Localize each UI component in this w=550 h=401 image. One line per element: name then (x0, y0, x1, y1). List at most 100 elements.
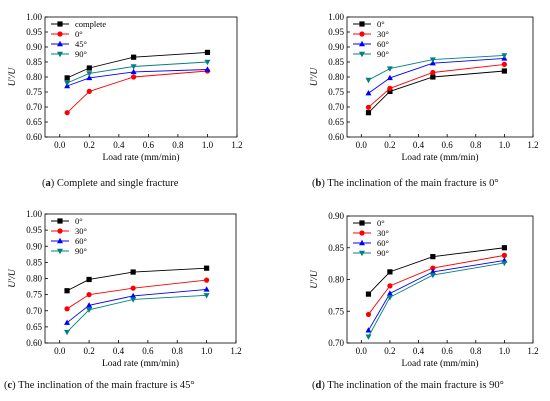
legend-marker (359, 230, 365, 236)
x-tick-label: 1.2 (527, 346, 538, 356)
legend-label: 45° (75, 39, 87, 49)
caption-b: (b) The inclination of the main fracture… (312, 178, 499, 189)
legend-label: 90° (75, 49, 87, 59)
legend-marker (57, 218, 63, 224)
data-point (86, 71, 93, 77)
y-tick-label: 0.80 (328, 275, 344, 285)
x-tick-label: 0.4 (413, 346, 425, 356)
series-1 (64, 277, 210, 312)
data-point (365, 291, 372, 297)
data-point (501, 61, 507, 67)
chart-a: 0.0 0.2 0.4 0.6 0.8 1.0 1.2 0.60 0.65 0.70 0.75 0.8… (8, 12, 243, 163)
series-3 (64, 293, 210, 336)
caption-a: (a) Complete and single fracture (42, 178, 179, 189)
legend: 0°30°60°90° (353, 218, 389, 258)
x-tick-label: 0.6 (442, 346, 454, 356)
data-point (501, 68, 507, 74)
y-tick-label: 0.90 (328, 211, 344, 221)
legend-marker (359, 21, 365, 27)
caption-d: (d) The inclination of the main fracture… (312, 380, 504, 391)
y-tick-label: 0.60 (26, 338, 42, 348)
y-axis-label: U′/U (8, 67, 18, 87)
y-tick-label: 0.75 (328, 306, 344, 316)
legend-label: 0° (75, 29, 83, 39)
data-point (429, 57, 436, 63)
y-axis-label: U′/U (310, 269, 320, 289)
data-point (130, 297, 137, 303)
data-point (501, 53, 508, 59)
legend-label: 60° (377, 238, 389, 248)
legend-marker (57, 21, 63, 27)
y-axis-label: U′/U (8, 268, 18, 288)
series-line (368, 262, 505, 337)
data-point (131, 74, 137, 80)
legend-label: 0° (75, 216, 83, 226)
y-tick-label: 0.70 (26, 306, 42, 316)
data-point (365, 104, 372, 110)
series-line (66, 279, 207, 310)
y-tick-label: 0.60 (26, 132, 42, 142)
data-point (387, 85, 393, 91)
legend-label: 30° (75, 226, 87, 236)
data-point (86, 302, 93, 308)
legend-label: complete (75, 19, 106, 29)
y-tick-label: 0.85 (26, 257, 42, 267)
data-point (130, 269, 136, 275)
x-tick-label: 0.8 (172, 346, 184, 356)
y-tick-label: 0.85 (328, 57, 344, 67)
data-point (386, 74, 393, 81)
x-tick-label: 0.0 (356, 140, 368, 150)
y-tick-label: 0.90 (26, 241, 42, 251)
x-tick-label: 0.0 (54, 346, 66, 356)
x-tick-label: 1.2 (231, 140, 242, 150)
data-point (501, 245, 507, 251)
series-2 (365, 257, 508, 333)
series-0 (365, 68, 507, 116)
series-1 (64, 68, 211, 116)
y-tick-label: 0.75 (328, 87, 344, 97)
y-tick-label: 0.75 (26, 87, 42, 97)
y-tick-label: 0.65 (26, 322, 42, 332)
legend-label: 90° (377, 49, 389, 59)
series-1 (365, 252, 507, 318)
series-2 (64, 66, 211, 89)
legend-marker (57, 248, 63, 255)
legend-marker (359, 51, 365, 58)
data-point (204, 66, 211, 72)
series-3 (64, 59, 211, 87)
series-3 (365, 260, 508, 340)
y-tick-label: 0.60 (328, 132, 344, 142)
legend-label: 90° (377, 248, 389, 258)
x-tick-label: 0.2 (84, 140, 95, 150)
y-tick-label: 0.95 (328, 27, 344, 37)
x-tick-label: 1.2 (527, 140, 538, 150)
y-tick-label: 0.80 (26, 72, 42, 82)
legend-marker (359, 239, 365, 246)
y-tick-label: 0.85 (26, 57, 42, 67)
data-point (130, 285, 136, 291)
data-point (203, 286, 210, 292)
data-point (387, 283, 393, 289)
y-tick-label: 0.70 (328, 102, 344, 112)
legend-marker (359, 220, 365, 226)
data-point (387, 88, 393, 94)
series-line (66, 267, 207, 292)
data-point (429, 272, 436, 279)
series-1 (365, 61, 507, 110)
data-point (204, 49, 211, 55)
series-2 (64, 286, 210, 325)
data-point (64, 288, 70, 294)
x-tick-label: 0.4 (113, 346, 125, 356)
data-point (365, 110, 372, 116)
series-line (368, 63, 505, 108)
series-line (368, 54, 505, 81)
series-line (368, 254, 505, 315)
y-tick-label: 1.00 (328, 12, 344, 22)
series-line (66, 51, 208, 79)
x-axis-label: Load rate (mm/min) (401, 152, 478, 163)
legend-marker (359, 31, 365, 37)
y-tick-label: 0.70 (26, 102, 42, 112)
data-point (204, 59, 211, 66)
x-tick-label: 0.8 (470, 346, 482, 356)
